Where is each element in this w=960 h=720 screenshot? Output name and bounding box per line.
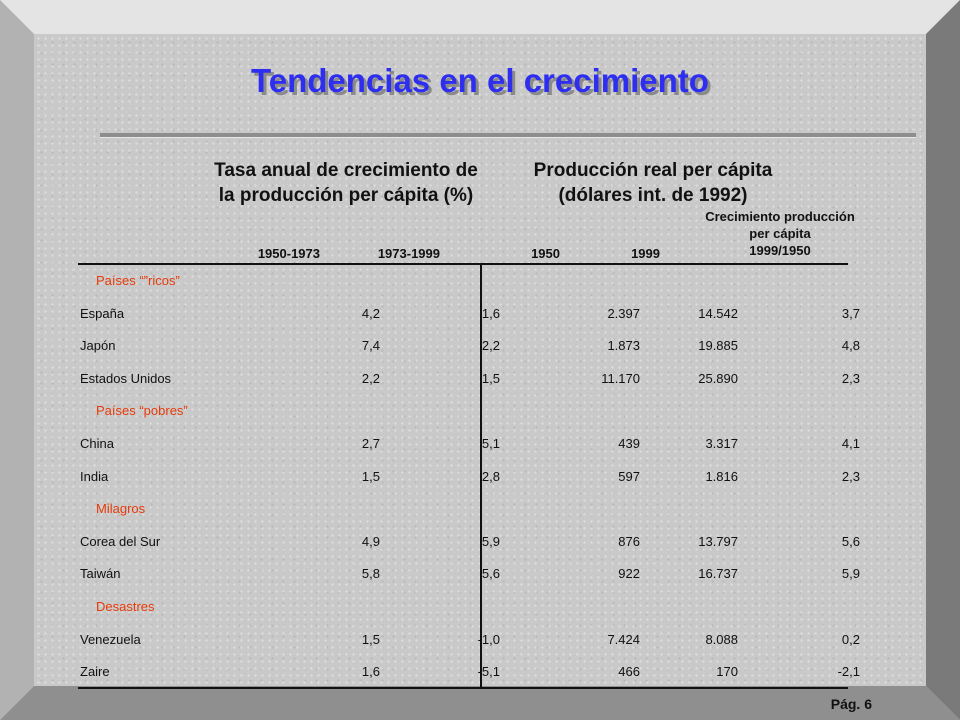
output-1999-cell: 13.797 [698, 533, 738, 549]
growth-1973-1999-cell: -5,1 [477, 664, 500, 680]
growth-ratio-cell: 0,2 [841, 631, 860, 647]
section-label: Desastres [96, 599, 155, 614]
output-1950-cell: 922 [618, 566, 640, 582]
table-row: India 1,5 2,8 597 1.816 2,3 [80, 461, 860, 493]
title-divider [100, 133, 916, 137]
section-label: Países “pobres” [96, 403, 188, 419]
bevel-bottom-edge [0, 686, 960, 720]
bevel-right-edge [926, 0, 960, 720]
bevel-left-edge [0, 0, 34, 720]
output-1950-cell: 1.873 [607, 338, 640, 354]
growth-ratio-header-line-3: 1999/1950 [749, 243, 811, 258]
output-1999-cell: 3.317 [705, 436, 738, 451]
country-name: India [80, 468, 109, 484]
growth-ratio-cell: -2,1 [837, 664, 860, 680]
output-1999-cell: 170 [716, 664, 738, 680]
real-output-header-line-1: Producción real per cápita [533, 160, 773, 181]
output-1950-cell: 597 [618, 468, 640, 484]
column-header-1973-1999: 1973-1999 [377, 246, 440, 261]
output-1999-cell: 25.890 [698, 370, 738, 386]
growth-ratio-header-line-1: Crecimiento producción [705, 209, 855, 224]
output-1950-cell: 7.424 [607, 631, 640, 647]
output-1950-cell: 2.397 [607, 305, 640, 321]
column-header-1999: 1999 [631, 246, 660, 261]
table-row: China 2,7 5,1 439 3.317 4,1 [80, 428, 860, 460]
real-output-header-line-2: (dólares int. de 1992) [558, 185, 748, 206]
growth-1950-1973-cell: 2,7 [361, 436, 380, 451]
growth-1973-1999-cell: 1,6 [481, 305, 500, 321]
country-name: China [80, 436, 114, 451]
growth-rate-header-line-2: la producción per cápita (%) [218, 185, 474, 206]
table-bottom-rule [78, 687, 848, 689]
table-row: España 4,2 1,6 2.397 14.542 3,7 [80, 298, 860, 330]
country-name: Zaire [80, 664, 110, 680]
table-row: Japón 7,4 2,2 1.873 19.885 4,8 [80, 330, 860, 362]
column-header-1950: 1950 [531, 246, 560, 261]
growth-ratio-cell: 4,1 [841, 436, 860, 451]
growth-1950-1973-cell: 4,2 [361, 305, 380, 321]
country-name: España [80, 305, 125, 321]
table-row: Corea del Sur 4,9 5,9 876 13.797 5,6 [80, 526, 860, 558]
growth-1973-1999-cell: 5,1 [481, 436, 500, 451]
growth-ratio-cell: 5,6 [841, 533, 860, 549]
header-rule [78, 263, 848, 265]
growth-1973-1999-cell: 5,6 [481, 566, 500, 582]
slide-title: Tendencias en el crecimiento [251, 62, 709, 99]
bevel-top-edge [0, 0, 960, 34]
growth-rate-header-line-1: Tasa anual de crecimiento de [214, 160, 478, 181]
output-1950-cell: 11.170 [601, 370, 640, 386]
output-1999-cell: 19.885 [698, 338, 738, 354]
output-1999-cell: 1.816 [705, 468, 738, 484]
growth-1973-1999-cell: -1,0 [477, 631, 500, 647]
output-1950-cell: 466 [618, 664, 640, 680]
growth-1950-1973-cell: 1,6 [361, 664, 380, 680]
growth-1950-1973-cell: 2,2 [361, 370, 380, 386]
growth-rate-header: Tasa anual de crecimiento de la producci… [186, 158, 506, 208]
real-output-header: Producción real per cápita (dólares int.… [508, 158, 798, 208]
output-1950-cell: 439 [618, 436, 640, 451]
country-name: Corea del Sur [80, 533, 161, 549]
growth-1973-1999-cell: 2,8 [481, 468, 500, 484]
growth-1950-1973-cell: 5,8 [361, 566, 380, 582]
growth-ratio-header-line-2: per cápita [749, 226, 811, 241]
growth-ratio-cell: 3,7 [841, 305, 860, 321]
section-label: Milagros [96, 501, 146, 517]
column-divider [480, 263, 482, 689]
growth-1950-1973-cell: 4,9 [361, 533, 380, 549]
growth-1973-1999-cell: 1,5 [481, 370, 500, 386]
growth-1973-1999-cell: 5,9 [481, 533, 500, 549]
output-1999-cell: 8.088 [705, 631, 738, 647]
growth-1973-1999-cell: 2,2 [481, 338, 500, 354]
growth-ratio-cell: 5,9 [841, 566, 860, 582]
table-row: Taiwán 5,8 5,6 922 16.737 5,9 [80, 558, 860, 590]
output-1999-cell: 14.542 [698, 305, 738, 321]
section-label: Países “”ricos” [96, 273, 180, 288]
page-number: Pág. 6 [830, 696, 872, 712]
growth-1950-1973-cell: 1,5 [361, 468, 380, 484]
growth-ratio-cell: 2,3 [841, 468, 860, 484]
column-header-growth-ratio: Crecimiento producción per cápita 1999/1… [690, 208, 870, 259]
growth-1950-1973-cell: 7,4 [361, 338, 380, 354]
growth-ratio-cell: 4,8 [841, 338, 860, 354]
country-name: Japón [80, 338, 116, 354]
country-name: Venezuela [80, 631, 141, 647]
country-name: Estados Unidos [80, 370, 172, 386]
table-row: Estados Unidos 2,2 1,5 11.170 25.890 2,3 [80, 363, 860, 395]
column-header-1950-1973: 1950-1973 [257, 246, 320, 261]
growth-1950-1973-cell: 1,5 [361, 631, 380, 647]
output-1999-cell: 16.737 [698, 566, 738, 582]
table-row: Zaire 1,6 -5,1 466 170 -2,1 [80, 656, 860, 688]
country-name: Taiwán [80, 566, 121, 582]
growth-ratio-cell: 2,3 [841, 370, 860, 386]
table-row: Venezuela 1,5 -1,0 7.424 8.088 0,2 [80, 624, 860, 656]
output-1950-cell: 876 [618, 533, 640, 549]
